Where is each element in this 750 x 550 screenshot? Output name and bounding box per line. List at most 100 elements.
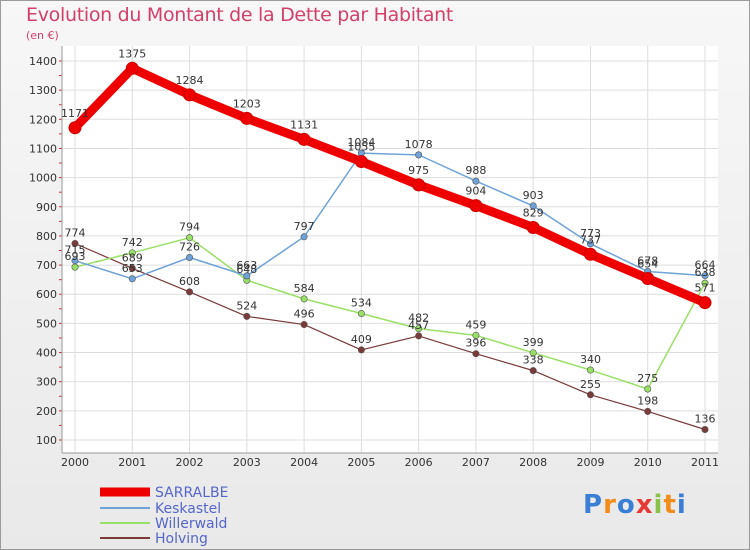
data-point-willerwald [186, 234, 194, 242]
y-tick-label: 700 [36, 259, 57, 272]
data-label-holving: 496 [294, 308, 315, 321]
data-label-holving: 774 [65, 227, 86, 240]
data-point-sarralbe [183, 88, 197, 102]
data-point-holving [529, 367, 537, 375]
data-label-keskastel: 988 [465, 164, 486, 177]
chart-subtitle: (en €) [26, 29, 59, 42]
data-label-holving: 255 [580, 378, 601, 391]
x-tick-label: 2005 [347, 456, 375, 469]
data-point-holving [701, 426, 709, 434]
data-point-willerwald [644, 385, 652, 393]
data-label-sarralbe: 1171 [61, 107, 89, 120]
y-tick-label: 1400 [29, 55, 57, 68]
data-point-holving [128, 264, 136, 272]
data-point-holving [357, 346, 365, 354]
data-label-holving: 524 [236, 299, 257, 312]
legend-label-keskastel: Keskastel [155, 501, 221, 517]
x-tick-label: 2000 [61, 456, 89, 469]
data-label-willerwald: 584 [294, 282, 315, 295]
data-point-willerwald [300, 295, 308, 303]
y-tick-label: 100 [36, 434, 57, 447]
y-tick-label: 600 [36, 288, 57, 301]
legend-label-sarralbe: SARRALBE [155, 485, 228, 501]
data-label-sarralbe: 1131 [290, 118, 318, 131]
data-label-keskastel: 715 [65, 244, 86, 257]
x-tick-label: 2006 [405, 456, 433, 469]
data-point-keskastel [701, 272, 709, 280]
data-point-holving [415, 332, 423, 340]
legend-label-holving: Holving [155, 531, 208, 547]
data-point-sarralbe [240, 111, 254, 125]
data-label-willerwald: 399 [523, 336, 544, 349]
y-tick-label: 500 [36, 317, 57, 330]
data-label-willerwald: 648 [236, 263, 257, 276]
data-label-keskastel: 1078 [405, 138, 433, 151]
logo-letter: x [635, 490, 654, 520]
data-label-willerwald: 693 [65, 250, 86, 263]
data-point-keskastel [586, 240, 594, 248]
data-label-holving: 198 [637, 394, 658, 407]
y-tick-label: 1300 [29, 84, 57, 97]
data-point-willerwald [128, 249, 136, 257]
data-label-keskastel: 726 [179, 240, 200, 253]
data-point-willerwald [586, 366, 594, 374]
data-point-sarralbe [68, 121, 82, 135]
series-line-willerwald [74, 236, 706, 390]
proxiti-logo: Proxiti [583, 490, 687, 520]
y-tick-label: 400 [36, 347, 57, 360]
x-tick-label: 2001 [118, 456, 146, 469]
data-label-keskastel: 653 [122, 262, 143, 275]
data-label-keskastel: 797 [294, 220, 315, 233]
data-point-sarralbe [412, 178, 426, 192]
data-label-sarralbe: 737 [580, 233, 601, 246]
data-label-sarralbe: 1284 [176, 74, 204, 87]
logo-letter: i [676, 490, 687, 520]
series-line-holving [74, 242, 706, 431]
data-label-sarralbe: 1203 [233, 97, 261, 110]
data-point-sarralbe [297, 132, 311, 146]
logo-letter: o [616, 490, 636, 520]
data-point-willerwald [415, 325, 423, 333]
data-point-keskastel [243, 272, 251, 280]
data-point-sarralbe [641, 271, 655, 285]
data-point-willerwald [357, 309, 365, 317]
data-point-holving [472, 350, 480, 358]
y-tick-label: 300 [36, 376, 57, 389]
data-label-willerwald: 534 [351, 296, 372, 309]
data-label-holving: 608 [179, 275, 200, 288]
data-label-holving: 136 [695, 413, 716, 426]
data-point-willerwald [701, 279, 709, 287]
data-label-keskastel: 1084 [347, 136, 375, 149]
data-label-keskastel: 773 [580, 227, 601, 240]
data-label-sarralbe: 1375 [118, 47, 146, 60]
data-label-holving: 338 [523, 354, 544, 367]
chart-title: Evolution du Montant de la Dette par Hab… [26, 4, 454, 26]
data-label-holving: 409 [351, 333, 372, 346]
y-tick-label: 900 [36, 201, 57, 214]
data-label-sarralbe: 829 [523, 206, 544, 219]
x-tick-label: 2003 [233, 456, 261, 469]
series-line-sarralbe [71, 63, 707, 307]
x-tick-label: 2008 [519, 456, 547, 469]
data-label-willerwald: 638 [695, 266, 716, 279]
data-point-sarralbe [125, 61, 139, 75]
data-label-sarralbe: 654 [637, 257, 658, 270]
data-label-willerwald: 742 [122, 236, 143, 249]
data-label-holving: 396 [465, 337, 486, 350]
data-label-sarralbe: 904 [465, 185, 486, 198]
data-label-willerwald: 794 [179, 221, 200, 234]
data-point-keskastel [529, 202, 537, 210]
data-label-sarralbe: 1055 [347, 141, 375, 154]
y-tick-label: 1000 [29, 172, 57, 185]
data-point-holving [243, 312, 251, 320]
data-point-willerwald [71, 263, 79, 271]
data-point-keskastel [472, 177, 480, 185]
data-point-sarralbe [526, 220, 540, 234]
data-label-keskastel: 903 [523, 189, 544, 202]
series-line-keskastel [74, 152, 706, 280]
logo-letter: i [653, 490, 664, 520]
data-label-willerwald: 275 [637, 372, 658, 385]
data-point-keskastel [415, 151, 423, 159]
plot-area [62, 46, 718, 453]
